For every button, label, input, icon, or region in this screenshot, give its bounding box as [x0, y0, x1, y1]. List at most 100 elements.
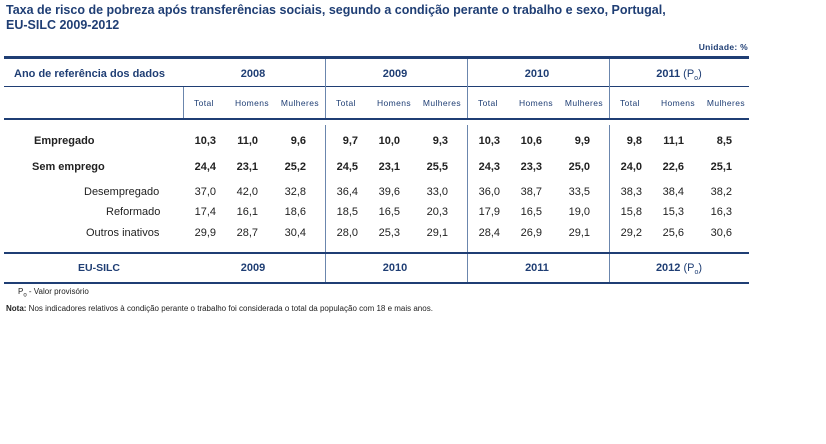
table-cell: 38,2	[710, 186, 732, 198]
table-cell: 17,9	[478, 206, 500, 218]
row-label: Sem emprego	[32, 161, 105, 173]
table-cell: 30,4	[284, 227, 306, 239]
subheader-total-2009: Total	[336, 98, 356, 108]
table-cell: 10,6	[520, 135, 542, 147]
table-cell: 15,3	[662, 206, 684, 218]
col-separator-footer-1	[325, 254, 326, 282]
table-cell: 29,9	[194, 227, 216, 239]
footer-rule	[4, 282, 749, 284]
table-title: Taxa de risco de pobreza após transferên…	[6, 3, 706, 33]
subheader-total-2011: Total	[620, 98, 640, 108]
col-separator-2010	[467, 59, 468, 118]
footer-year-2009: 2009	[240, 262, 266, 274]
row-header-label: Ano de referência dos dados	[14, 68, 165, 80]
table-cell: 10,0	[378, 135, 400, 147]
col-separator-2010-body	[467, 125, 468, 252]
table-cell: 24,5	[336, 161, 358, 173]
table-cell: 22,6	[662, 161, 684, 173]
table-cell: 42,0	[236, 186, 258, 198]
table-cell: 36,0	[478, 186, 500, 198]
table-cell: 25,3	[378, 227, 400, 239]
table-cell: 8,5	[716, 135, 732, 147]
note-label: Nota:	[6, 304, 27, 313]
row-label: Outros inativos	[86, 227, 160, 239]
year-header-2008: 2008	[240, 68, 266, 80]
footer-year-2012: 2012 (Po)	[629, 262, 729, 276]
subheader-homens-2010: Homens	[518, 98, 554, 108]
table-cell: 38,3	[620, 186, 642, 198]
col-separator-2011-body	[609, 125, 610, 252]
table-cell: 9,3	[432, 135, 448, 147]
table-cell: 26,9	[520, 227, 542, 239]
table-cell: 25,6	[662, 227, 684, 239]
top-rule	[4, 56, 749, 59]
year-header-2011: 2011 (Po)	[629, 68, 729, 82]
table-cell: 28,0	[336, 227, 358, 239]
table-cell: 19,0	[568, 206, 590, 218]
subheader-total-2010: Total	[478, 98, 498, 108]
table-cell: 33,5	[568, 186, 590, 198]
col-separator-2009-body	[325, 125, 326, 252]
table-cell: 37,0	[194, 186, 216, 198]
row-label: Reformado	[106, 206, 161, 218]
row-label: Empregado	[34, 135, 95, 147]
table-cell: 16,5	[378, 206, 400, 218]
title-line-1: Taxa de risco de pobreza após transferên…	[6, 3, 666, 17]
table-cell: 23,1	[236, 161, 258, 173]
bottom-rule	[4, 252, 749, 254]
table-cell: 10,3	[478, 135, 500, 147]
year-header-2009: 2009	[382, 68, 408, 80]
footer-year-2010: 2010	[382, 262, 408, 274]
table-cell: 24,4	[194, 161, 216, 173]
subheader-homens-2008: Homens	[234, 98, 270, 108]
subheader-mulheres-2011: Mulheres	[706, 98, 746, 108]
table-cell: 29,2	[620, 227, 642, 239]
row-label: Desempregado	[84, 186, 160, 198]
table-cell: 25,5	[426, 161, 448, 173]
table-cell: 25,2	[284, 161, 306, 173]
table-cell: 11,1	[663, 135, 684, 147]
table-cell: 38,4	[662, 186, 684, 198]
table-cell: 24,0	[620, 161, 642, 173]
table-cell: 18,6	[284, 206, 306, 218]
table-cell: 9,6	[290, 135, 306, 147]
table-cell: 23,1	[378, 161, 400, 173]
table-cell: 16,5	[520, 206, 542, 218]
table-cell: 11,0	[237, 135, 258, 147]
subheader-total-2008: Total	[194, 98, 214, 108]
table-cell: 9,7	[342, 135, 358, 147]
table-cell: 9,9	[574, 135, 590, 147]
table-cell: 29,1	[568, 227, 590, 239]
footer-provisional-mark: (Po)	[683, 262, 703, 277]
table-cell: 10,3	[194, 135, 216, 147]
subheader-mulheres-2009: Mulheres	[422, 98, 462, 108]
table-cell: 25,1	[710, 161, 732, 173]
title-line-2: EU-SILC 2009-2012	[6, 18, 120, 32]
year-header-2010: 2010	[524, 68, 550, 80]
footer-year-2012-value: 2012	[655, 262, 681, 274]
table-cell: 39,6	[378, 186, 400, 198]
table-cell: 29,1	[426, 227, 448, 239]
table-cell: 24,3	[478, 161, 500, 173]
provisional-mark: (Po)	[683, 68, 702, 83]
table-cell: 15,8	[620, 206, 642, 218]
note-text: Nos indicadores relativos à condição per…	[26, 304, 433, 313]
col-separator-2008	[183, 87, 184, 118]
table-cell: 9,8	[626, 135, 642, 147]
table-cell: 16,3	[710, 206, 732, 218]
table-cell: 16,1	[236, 206, 258, 218]
table-cell: 33,0	[426, 186, 448, 198]
subheader-homens-2009: Homens	[376, 98, 412, 108]
col-separator-footer-3	[609, 254, 610, 282]
table-cell: 38,7	[520, 186, 542, 198]
table-cell: 32,8	[284, 186, 306, 198]
table-cell: 23,3	[520, 161, 542, 173]
col-separator-2009	[325, 59, 326, 118]
table-cell: 18,5	[336, 206, 358, 218]
col-separator-2011	[609, 59, 610, 118]
methodology-note: Nota: Nos indicadores relativos à condiç…	[6, 304, 433, 313]
subheader-mulheres-2008: Mulheres	[280, 98, 320, 108]
header-rule	[4, 86, 749, 87]
table-cell: 28,4	[478, 227, 500, 239]
footer-year-2011: 2011	[525, 262, 549, 274]
